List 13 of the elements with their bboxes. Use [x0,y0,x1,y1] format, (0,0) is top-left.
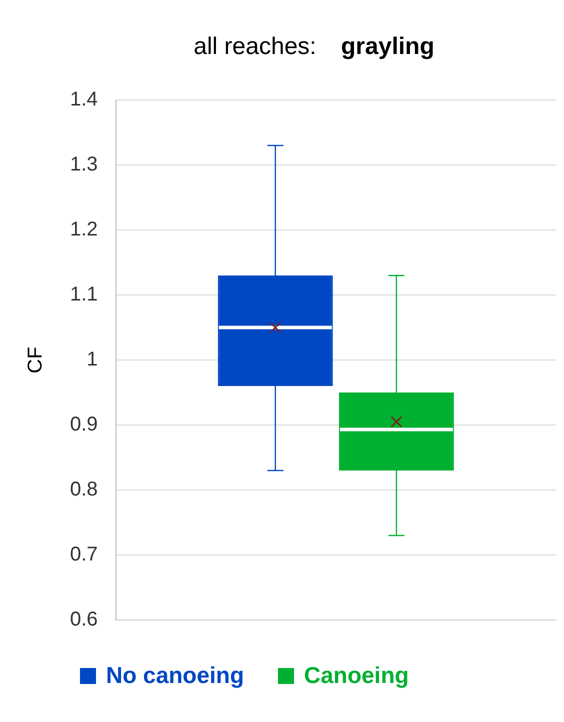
y-tick-label: 0.8 [70,478,98,501]
legend-label: Canoeing [302,656,429,695]
y-axis-title: CF [24,346,47,374]
y-tick-label: 1.4 [70,88,98,111]
y-tick-label: 0.7 [70,544,98,566]
y-tick-label: 0.9 [70,414,98,436]
y-tick-label: 1 [86,348,98,371]
legend-label: No canoeing [104,656,264,695]
chart-title: all reaches: grayling [100,27,528,67]
y-tick-label: 1.2 [70,218,98,241]
y-tick-label: 1.1 [70,284,98,306]
y-tick-label: 0.6 [70,608,98,631]
y-tick-label: 1.3 [70,154,98,176]
